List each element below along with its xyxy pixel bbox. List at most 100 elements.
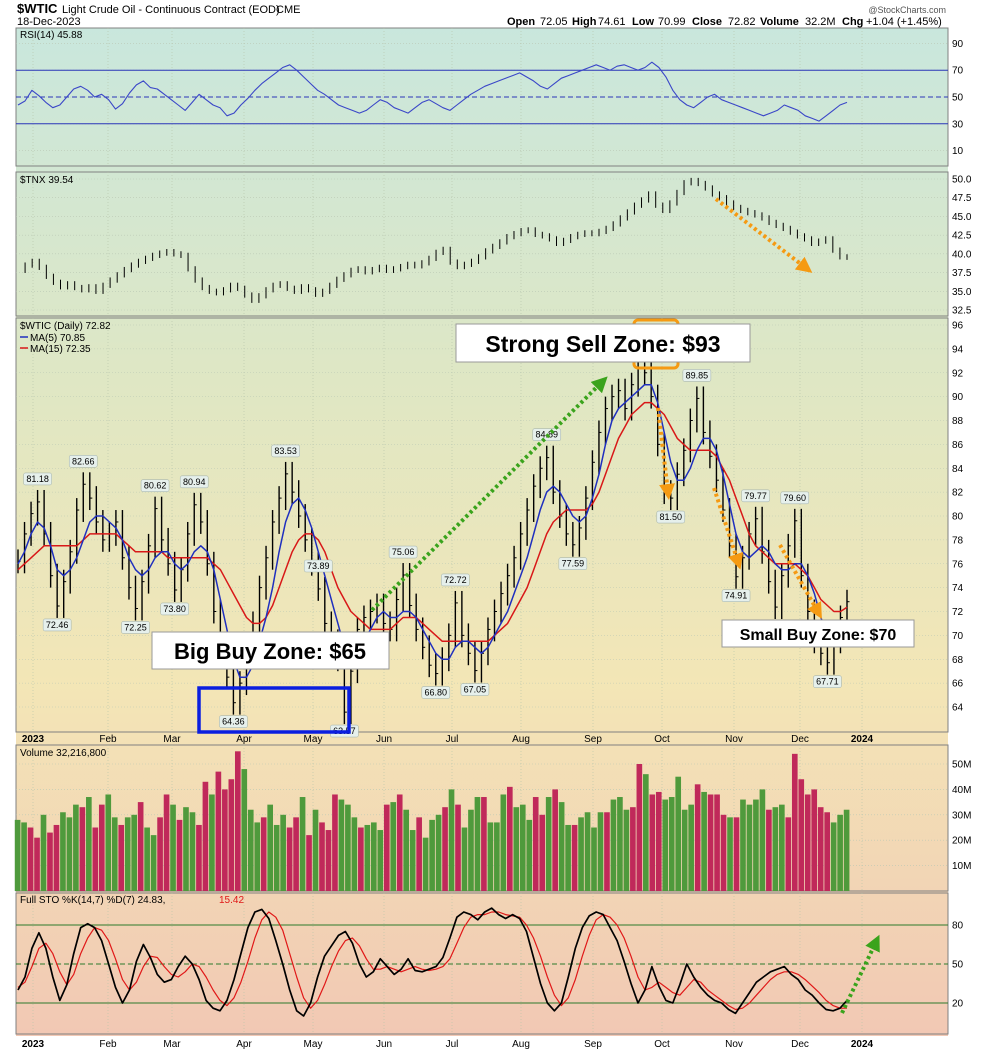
stochastic-k-line: [17, 907, 848, 1017]
volume-bar: [610, 799, 617, 891]
open-label: Open: [507, 16, 535, 28]
volume-bar: [163, 794, 170, 891]
small-buy-label: Small Buy Zone: $70: [740, 627, 897, 644]
header-exchange: CME: [276, 4, 300, 16]
price-y-tick-label: 94: [952, 344, 964, 355]
volume-bar: [617, 797, 623, 891]
price-down-arrow-3: [778, 544, 822, 619]
close-label: Close: [692, 16, 722, 28]
volume-bar: [604, 812, 610, 891]
price-legend: $WTIC (Daily) 72.82: [20, 321, 111, 332]
price-tag: 67.71: [816, 677, 839, 687]
volume-bar: [487, 822, 494, 891]
volume-bar: [364, 824, 371, 891]
price-tag-box: [421, 686, 451, 699]
volume-bar: [325, 830, 332, 891]
volume-bar: [222, 789, 228, 891]
volume-bar: [79, 807, 86, 891]
price-tag: 81.50: [659, 512, 682, 522]
volume-bar: [286, 827, 293, 891]
high-label: High: [572, 16, 597, 28]
tnx-y-tick-label: 35.0: [952, 287, 972, 298]
price-y-tick-label: 90: [952, 392, 964, 403]
volume-bar: [694, 784, 701, 891]
volume-bar: [254, 822, 261, 891]
chg-label: Chg: [842, 16, 863, 28]
low-label: Low: [632, 16, 654, 28]
volume-bar: [403, 809, 410, 891]
price-tag-box: [179, 475, 209, 489]
volume-bar: [468, 809, 474, 891]
tnx-y-tick-label: 47.5: [952, 193, 972, 204]
volume-bar: [578, 817, 584, 891]
volume-bar: [740, 799, 746, 891]
volume-bar: [688, 804, 694, 891]
volume-bar: [539, 814, 546, 891]
x-tick-label: 2024: [851, 734, 874, 745]
price-tag-box: [441, 573, 470, 587]
price-tag-box: [140, 479, 170, 492]
volume-bar: [746, 804, 753, 891]
volume-y-tick-label: 30M: [952, 810, 971, 821]
stochastic-y-tick-label: 20: [952, 999, 964, 1010]
price-tag: 73.80: [163, 604, 186, 614]
volume-bar: [481, 797, 487, 891]
x-tick-label: Feb: [99, 1039, 117, 1050]
volume-bar: [124, 817, 131, 891]
x-tick-label: 2024: [851, 1039, 874, 1050]
volume-bar: [623, 809, 630, 891]
header-date: 18-Dec-2023: [17, 16, 81, 28]
header-name: Light Crude Oil - Continuous Contract (E…: [62, 4, 280, 16]
volume-bar: [843, 809, 850, 891]
volume-bar: [92, 827, 99, 891]
x-tick-label: 2023: [22, 734, 45, 745]
price-tag-box: [271, 444, 300, 458]
price-tag: 80.94: [183, 477, 206, 487]
volume-bar: [804, 794, 811, 891]
volume-bar: [34, 837, 40, 891]
price-down-arrow-1: [656, 407, 675, 500]
ma15-line: [17, 401, 848, 643]
price-y-tick-label: 84: [952, 464, 964, 475]
header-ohlc: Open 72.05 High 74.61 Low 70.99 Close 72…: [507, 16, 942, 28]
price-tag: 79.60: [784, 493, 807, 503]
volume-bar: [247, 809, 254, 891]
price-tag: 72.46: [46, 620, 69, 630]
volume-bar: [636, 764, 643, 891]
volume-bar: [442, 807, 448, 891]
price-tag: 67.05: [464, 685, 487, 695]
volume-bar: [513, 807, 520, 891]
volume-bar: [53, 824, 60, 891]
volume-bar: [416, 817, 422, 891]
watermark: @StockCharts.com: [868, 5, 946, 15]
volume-bar: [47, 832, 53, 891]
volume-bar: [532, 797, 539, 891]
volume-bar: [545, 797, 552, 891]
volume-bar: [111, 817, 118, 891]
price-y-tick-label: 88: [952, 416, 964, 427]
volume-bar: [332, 794, 338, 891]
volume-bar: [455, 804, 461, 891]
x-tick-label: Oct: [654, 734, 670, 745]
volume-bar: [630, 807, 636, 891]
x-tick-label: Dec: [791, 734, 809, 745]
price-y-tick-label: 76: [952, 559, 964, 570]
tnx-y-tick-label: 32.5: [952, 306, 972, 317]
volume-bar: [565, 824, 571, 891]
rsi-line: [17, 61, 848, 122]
price-tag-box: [303, 559, 333, 573]
price-tag: 77.59: [562, 559, 585, 569]
x-tick-label: Apr: [236, 734, 252, 745]
volume-bar: [500, 794, 507, 891]
price-tag: 83.53: [274, 446, 297, 456]
volume-y-tick-label: 40M: [952, 785, 971, 796]
x-tick-label: Mar: [163, 734, 181, 745]
price-tag-box: [460, 683, 490, 696]
price-tag-box: [741, 489, 770, 503]
volume-bar: [584, 812, 591, 891]
volume-bar: [273, 824, 280, 891]
price-down-arrow-2: [712, 487, 744, 570]
price-tag-box: [656, 510, 686, 524]
x-tick-label: Jun: [376, 734, 392, 745]
tnx-y-tick-label: 37.5: [952, 268, 972, 279]
